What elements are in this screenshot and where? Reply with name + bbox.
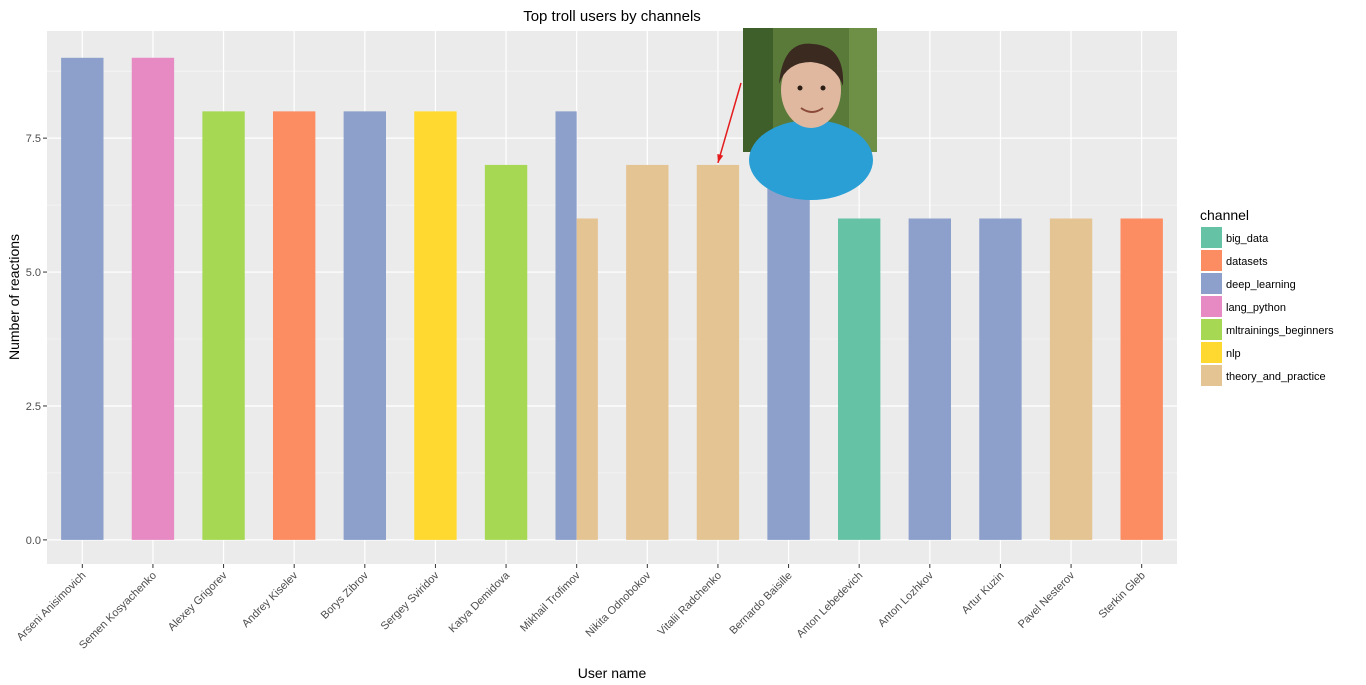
legend-swatch-datasets — [1201, 250, 1222, 271]
bar-anton-lozhkov-deep-learning — [908, 218, 951, 540]
x-axis-title: User name — [578, 665, 647, 681]
annotation-photo — [743, 28, 877, 200]
legend-label-mltrainings-beginners: mltrainings_beginners — [1226, 325, 1334, 337]
legend-label-theory-and-practice: theory_and_practice — [1226, 371, 1326, 383]
legend-swatch-mltrainings-beginners — [1201, 319, 1222, 340]
bar-bernardo-baisille-deep-learning — [767, 164, 810, 540]
legend-swatch-big-data — [1201, 227, 1222, 248]
legend-label-big-data: big_data — [1226, 233, 1269, 245]
legend-label-datasets: datasets — [1226, 256, 1268, 268]
legend-items: big_data datasets deep_learning lang_python… — [1201, 227, 1334, 386]
bar-nikita-odnobokov-theory-and-practice — [626, 164, 669, 540]
y-axis-title: Number of reactions — [6, 234, 22, 360]
bar-andrey-kiselev-datasets — [273, 111, 316, 540]
y-axis-ticks: 0.0 2.5 5.0 7.5 — [26, 133, 47, 547]
bar-katya-demidova-mltrainings-beginners — [484, 164, 528, 540]
legend-label-deep-learning: deep_learning — [1226, 279, 1296, 291]
bar-alexey-grigorev-mltrainings-beginners — [202, 111, 245, 540]
legend-swatch-theory-and-practice — [1201, 365, 1222, 386]
bar-artur-kuzin-deep-learning — [979, 218, 1022, 540]
bar-sterkin-gleb-datasets — [1120, 218, 1163, 540]
legend-label-lang-python: lang_python — [1226, 302, 1286, 314]
bar-mikhail-trofimov-deep-learning — [555, 111, 577, 540]
photo-annotation — [717, 28, 877, 200]
bar-vitalii-radchenko-theory-and-practice — [696, 164, 740, 540]
y-tick-label: 5.0 — [26, 267, 41, 279]
y-tick-label: 7.5 — [26, 133, 41, 145]
annotation-arrow — [717, 82, 742, 164]
bar-mikhail-trofimov-theory-and-practice — [576, 218, 598, 540]
chart-title: Top troll users by channels — [523, 8, 701, 25]
legend-label-nlp: nlp — [1226, 348, 1241, 360]
legend-swatch-deep-learning — [1201, 273, 1222, 294]
bar-pavel-nesterov-theory-and-practice — [1049, 218, 1093, 540]
bar-arseni-anisimovich-deep-learning — [61, 57, 104, 540]
y-tick-label: 2.5 — [26, 401, 41, 413]
bar-semen-kosyachenko-lang-python — [131, 57, 175, 540]
legend-title: channel — [1200, 207, 1249, 223]
legend-swatch-lang-python — [1201, 296, 1222, 317]
bar-sergey-sviridov-nlp — [414, 111, 457, 540]
legend-swatch-nlp — [1201, 342, 1222, 363]
bar-borys-zibrov-deep-learning — [343, 111, 386, 540]
y-tick-label: 0.0 — [26, 535, 41, 547]
bars — [61, 57, 1163, 540]
legend: channel big_data datasets deep_learninglan… — [1200, 207, 1334, 386]
bar-anton-lebedevich-big-data — [838, 218, 881, 540]
